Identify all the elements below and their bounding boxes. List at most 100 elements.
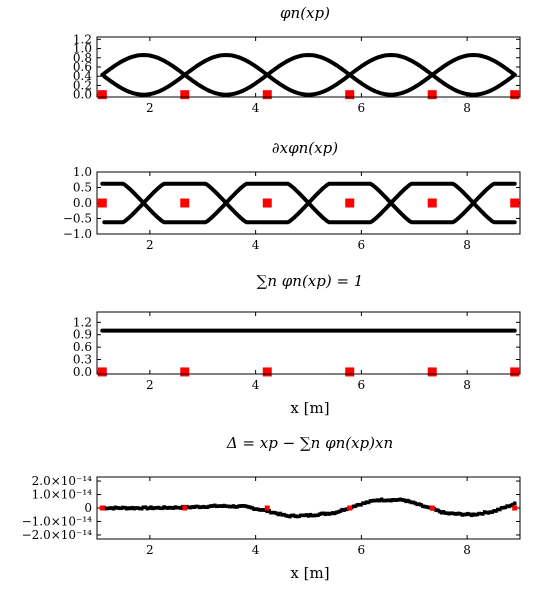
error-point bbox=[460, 513, 464, 517]
error-point bbox=[177, 505, 181, 510]
panel-phi-plot: 2 4 6 8 0.00.20.40.60.81.01.2 bbox=[73, 32, 520, 115]
error-point bbox=[451, 511, 455, 516]
x-tick-label: 8 bbox=[463, 543, 471, 557]
node-marker bbox=[180, 367, 190, 377]
error-point bbox=[417, 502, 421, 506]
error-point bbox=[372, 498, 376, 503]
error-point bbox=[355, 503, 359, 507]
error-point bbox=[164, 506, 168, 510]
error-point bbox=[364, 500, 369, 504]
error-point bbox=[407, 499, 412, 504]
error-point bbox=[248, 505, 253, 510]
node-marker bbox=[427, 367, 437, 377]
error-point bbox=[160, 506, 165, 511]
error-point bbox=[437, 509, 442, 514]
basis-function-line bbox=[102, 74, 146, 97]
error-point bbox=[366, 500, 371, 505]
x-tick-label: 6 bbox=[358, 238, 366, 252]
error-point bbox=[130, 505, 135, 510]
error-point bbox=[329, 511, 333, 516]
y-tick-label: 1.0 bbox=[73, 42, 92, 56]
node-marker bbox=[262, 367, 272, 377]
panel-dphi: ∂xφn(xp) 2 4 6 8 −1.0−0.5 0.00.5 1.0 bbox=[63, 139, 521, 252]
error-point bbox=[289, 513, 294, 518]
error-point bbox=[297, 514, 301, 519]
x-tick-label: 2 bbox=[146, 101, 154, 115]
node-marker bbox=[180, 90, 190, 100]
error-point bbox=[201, 504, 206, 509]
error-point bbox=[231, 504, 236, 508]
error-point bbox=[488, 510, 493, 514]
error-point bbox=[151, 506, 155, 511]
error-point bbox=[267, 508, 271, 513]
x-tick-label: 8 bbox=[463, 101, 471, 115]
error-point bbox=[156, 505, 161, 510]
y-tick-label: 0.6 bbox=[73, 340, 92, 354]
error-point bbox=[507, 504, 511, 509]
y-tick-label: 0.0 bbox=[73, 365, 92, 379]
y-tick-label: 1.0×10⁻¹⁴ bbox=[32, 488, 93, 502]
error-point bbox=[115, 506, 120, 510]
x-tick-label: 8 bbox=[463, 238, 471, 252]
error-point bbox=[173, 505, 178, 509]
y-tick-label: 0.0 bbox=[73, 196, 92, 210]
error-point bbox=[389, 498, 393, 503]
node-marker bbox=[264, 505, 270, 511]
error-point bbox=[503, 505, 508, 510]
y-tick-label: −1.0×10⁻¹⁴ bbox=[22, 514, 93, 528]
error-point bbox=[306, 514, 311, 518]
error-point bbox=[454, 512, 459, 516]
panel-delta-title: Δ = xp − ∑n φn(xp)xn bbox=[226, 434, 393, 452]
error-point bbox=[209, 504, 213, 508]
error-point bbox=[321, 511, 326, 516]
x-tick-label: 4 bbox=[252, 378, 260, 392]
error-point bbox=[192, 505, 196, 509]
panel-sum-plot: 2 4 6 8 0.00.30.60.91.2 bbox=[73, 312, 520, 392]
panel-dphi-plot: 2 4 6 8 −1.0−0.5 0.00.5 1.0 bbox=[63, 165, 520, 252]
error-point bbox=[293, 514, 298, 518]
error-point bbox=[233, 505, 238, 509]
panel-sum-frame bbox=[96, 311, 521, 375]
error-point bbox=[188, 505, 193, 510]
x-tick-label: 2 bbox=[146, 543, 154, 557]
x-tick-label: 8 bbox=[463, 378, 471, 392]
basis-function-line bbox=[471, 72, 517, 97]
error-point bbox=[469, 513, 474, 518]
node-marker bbox=[97, 198, 107, 208]
node-marker bbox=[347, 505, 353, 511]
error-point bbox=[379, 497, 384, 502]
y-tick-label: 0.2 bbox=[73, 78, 92, 92]
x-tick-label: 6 bbox=[358, 378, 366, 392]
error-point bbox=[239, 504, 243, 508]
error-point bbox=[261, 508, 266, 512]
error-point bbox=[419, 503, 423, 507]
error-point bbox=[301, 513, 305, 518]
panel-sum: ∑n φn(xp) = 1 2 4 6 8 0.00.30.60.91.2 x [m] bbox=[73, 272, 521, 417]
error-point bbox=[274, 511, 279, 516]
error-point bbox=[426, 505, 431, 510]
node-marker bbox=[429, 505, 435, 511]
error-point bbox=[387, 498, 391, 502]
y-tick-label: 0 bbox=[84, 501, 92, 515]
panel-dphi-title: ∂xφn(xp) bbox=[272, 139, 338, 157]
error-point bbox=[327, 512, 331, 516]
error-point bbox=[216, 504, 221, 508]
error-point bbox=[505, 504, 509, 508]
error-point bbox=[404, 499, 408, 504]
node-marker bbox=[345, 198, 355, 208]
error-point bbox=[106, 506, 110, 511]
error-point bbox=[252, 507, 256, 511]
error-point bbox=[317, 512, 322, 516]
error-point bbox=[276, 512, 281, 517]
error-point bbox=[411, 500, 416, 505]
node-marker bbox=[345, 90, 355, 100]
error-point bbox=[310, 513, 314, 518]
basis-derivative-line bbox=[100, 181, 228, 225]
y-tick-label: 0.6 bbox=[73, 60, 92, 74]
y-tick-label: 0.9 bbox=[73, 328, 92, 342]
x-tick-label: 6 bbox=[358, 543, 366, 557]
error-point bbox=[392, 498, 397, 502]
error-point bbox=[342, 508, 346, 512]
error-point bbox=[244, 504, 249, 509]
